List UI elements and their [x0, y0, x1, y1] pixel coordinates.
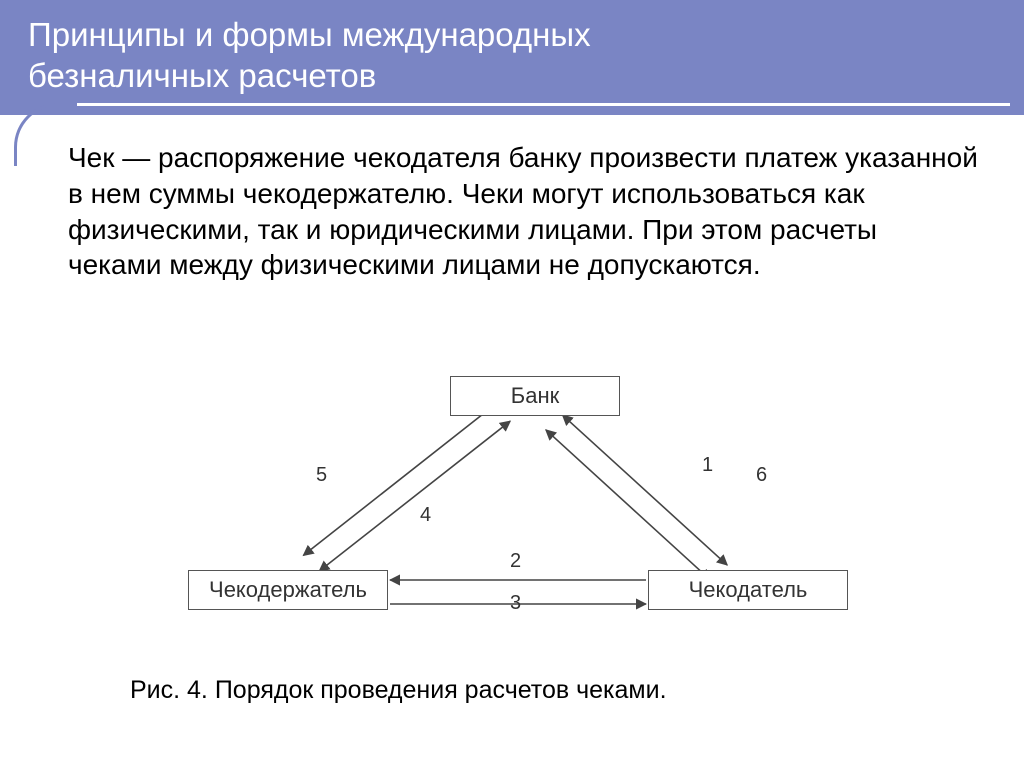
edge-label-4: 4	[420, 504, 431, 527]
edge-label-2: 2	[510, 550, 521, 573]
edge-label-6: 6	[756, 464, 767, 487]
figure-caption: Рис. 4. Порядок проведения расчетов чека…	[130, 676, 667, 705]
node-holder: Чекодержатель	[188, 570, 388, 610]
edge-label-1: 1	[702, 454, 713, 477]
body-text: Чек — распоряжение чекодателя банку прои…	[68, 140, 978, 283]
edge-label-3: 3	[510, 592, 521, 615]
slide-header: Принципы и формы международных безналичн…	[0, 0, 1024, 115]
edge-label-5: 5	[316, 464, 327, 487]
header-line2: безналичных расчетов	[28, 57, 376, 94]
diagram: Банк Чекодержатель Чекодатель 1 6 2 3 4 5	[150, 370, 880, 650]
header-line1: Принципы и формы международных	[28, 16, 591, 53]
node-bank: Банк	[450, 376, 620, 416]
node-drawer: Чекодатель	[648, 570, 848, 610]
